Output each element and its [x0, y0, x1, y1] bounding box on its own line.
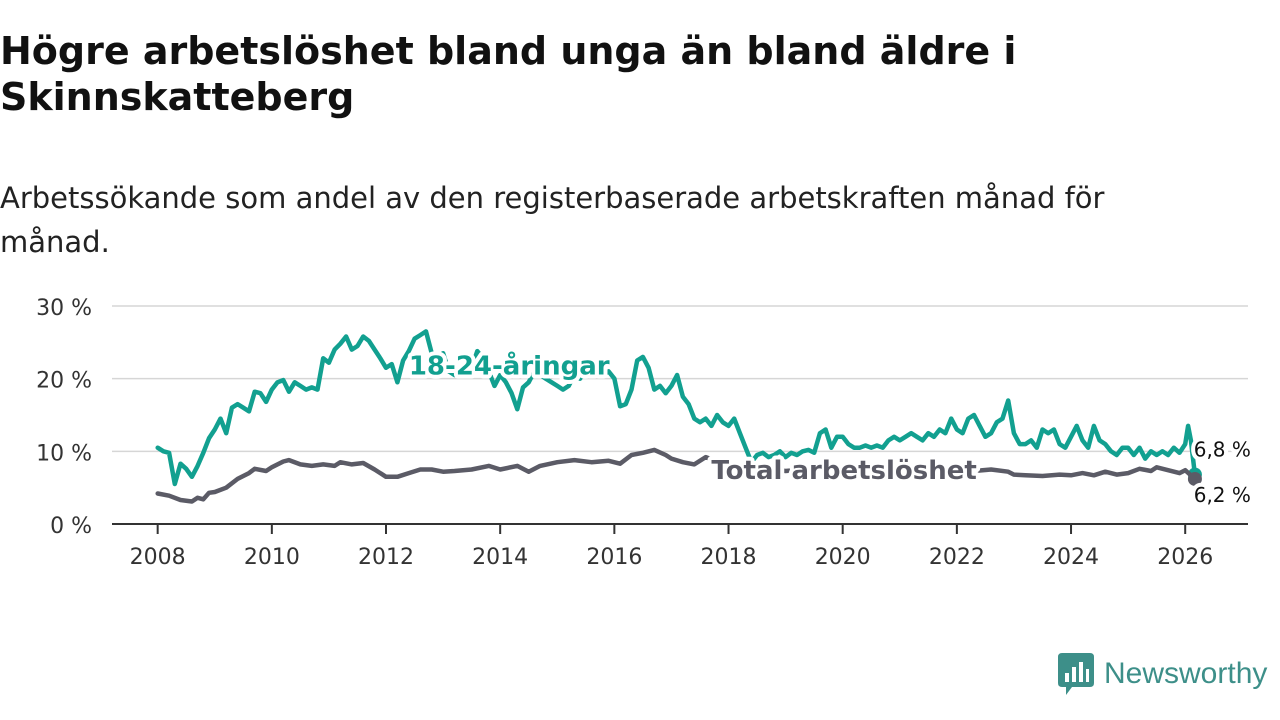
x-tick-label: 2018: [701, 545, 757, 570]
y-tick-label: 30 %: [36, 296, 92, 321]
brand-name: Newsworthy: [1104, 657, 1268, 690]
series-label-total: Total arbetslöshet: [711, 456, 976, 486]
end-label-total-halo: 6,2 %: [1194, 483, 1251, 507]
series-label-young-halo: 18-24-åringar: [409, 349, 610, 381]
end-label-young-group: 6,8 %6,8 %: [1190, 433, 1255, 465]
end-label-young: 6,8 %: [1194, 437, 1251, 461]
end-label-total: 6,2 %: [1194, 483, 1251, 507]
x-tick-label: 2022: [929, 545, 985, 570]
end-point-total: [1187, 471, 1202, 486]
x-axis: 2008 2010 2012 2014 2016 2018 2020 2022 2024 2026: [112, 523, 1248, 570]
chart-title: Högre arbetslöshet bland unga än bland ä…: [0, 29, 1017, 119]
y-tick-label: 0 %: [50, 514, 92, 539]
chart-subtitle: Arbetssökande som andel av den registerb…: [0, 181, 1105, 259]
series-line-total: [155, 447, 1198, 504]
x-tick-label: 2020: [815, 545, 871, 570]
series-label-young: 18-24-åringar: [409, 349, 610, 381]
y-axis: 0 % 10 % 20 % 30 %: [36, 296, 92, 539]
newsworthy-logo: Newsworthy: [1058, 652, 1267, 696]
x-tick-label: 2026: [1157, 545, 1213, 570]
x-tick-label: 2014: [472, 545, 528, 570]
x-tick-label: 2024: [1043, 545, 1099, 570]
x-tick-label: 2016: [586, 545, 642, 570]
y-tick-label: 20 %: [36, 369, 92, 394]
series-lines: [155, 329, 1202, 504]
end-label-total-group: 6,2 %6,2 %: [1190, 479, 1255, 511]
series-line-young: [155, 329, 1198, 487]
x-tick-label: 2008: [130, 545, 186, 570]
newsworthy-logo-icon: [1058, 653, 1094, 695]
x-tick-label: 2010: [244, 545, 300, 570]
series-label-total-halo: Total arbetslöshet: [711, 456, 976, 486]
end-label-young-halo: 6,8 %: [1194, 437, 1251, 461]
x-tick-label: 2012: [358, 545, 414, 570]
y-tick-label: 10 %: [36, 441, 92, 466]
